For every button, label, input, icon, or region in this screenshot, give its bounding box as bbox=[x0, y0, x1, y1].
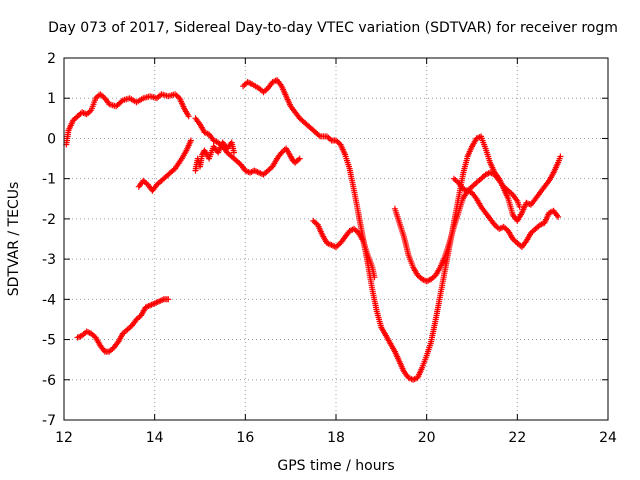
y-tick-label: -3 bbox=[42, 252, 56, 268]
data-point-marker bbox=[557, 153, 564, 160]
series-s2 bbox=[74, 296, 172, 355]
x-tick-label: 20 bbox=[418, 430, 436, 446]
data-point-marker bbox=[165, 296, 172, 303]
plot-frame bbox=[63, 57, 609, 421]
y-tick-label: 0 bbox=[47, 131, 56, 147]
series-s7 bbox=[310, 217, 378, 281]
x-tick-label: 16 bbox=[236, 430, 254, 446]
data-point-marker bbox=[231, 149, 237, 156]
y-tick-label: 2 bbox=[47, 51, 56, 67]
y-tick-label: -2 bbox=[42, 212, 56, 228]
data-point-marker bbox=[371, 274, 378, 281]
data-point-marker bbox=[187, 137, 194, 144]
y-tick-label: -4 bbox=[42, 292, 56, 308]
data-point-marker bbox=[296, 155, 303, 162]
x-tick-label: 24 bbox=[599, 430, 617, 446]
y-tick-label: -7 bbox=[42, 413, 56, 429]
x-axis-label: GPS time / hours bbox=[277, 458, 394, 474]
x-tick-label: 14 bbox=[146, 430, 164, 446]
series-s3 bbox=[135, 137, 194, 194]
series-s1 bbox=[63, 91, 192, 148]
x-tick-label: 12 bbox=[55, 430, 73, 446]
y-axis-label: SDTVAR / TECUs bbox=[6, 182, 22, 297]
x-tick-label: 18 bbox=[327, 430, 345, 446]
y-tick-label: 1 bbox=[47, 91, 56, 107]
data-points bbox=[63, 77, 564, 383]
data-point-marker bbox=[315, 132, 322, 139]
series-s5 bbox=[192, 115, 303, 178]
y-tick-label: -5 bbox=[42, 333, 56, 349]
y-tick-label: -1 bbox=[42, 172, 56, 188]
data-point-marker bbox=[516, 203, 523, 210]
x-tick-label: 22 bbox=[508, 430, 526, 446]
axis-ticks: 2 1 0 -1 -2 -3 -4 -5 -6 -712 14 16 18 20 22 24 bbox=[42, 51, 617, 446]
series-s9 bbox=[450, 175, 562, 250]
data-point-marker bbox=[555, 213, 562, 220]
series-s8 bbox=[391, 169, 523, 285]
y-tick-label: -6 bbox=[42, 373, 56, 389]
data-point-marker bbox=[185, 113, 192, 120]
chart-title: Day 073 of 2017, Sidereal Day-to-day VTE… bbox=[48, 20, 618, 36]
